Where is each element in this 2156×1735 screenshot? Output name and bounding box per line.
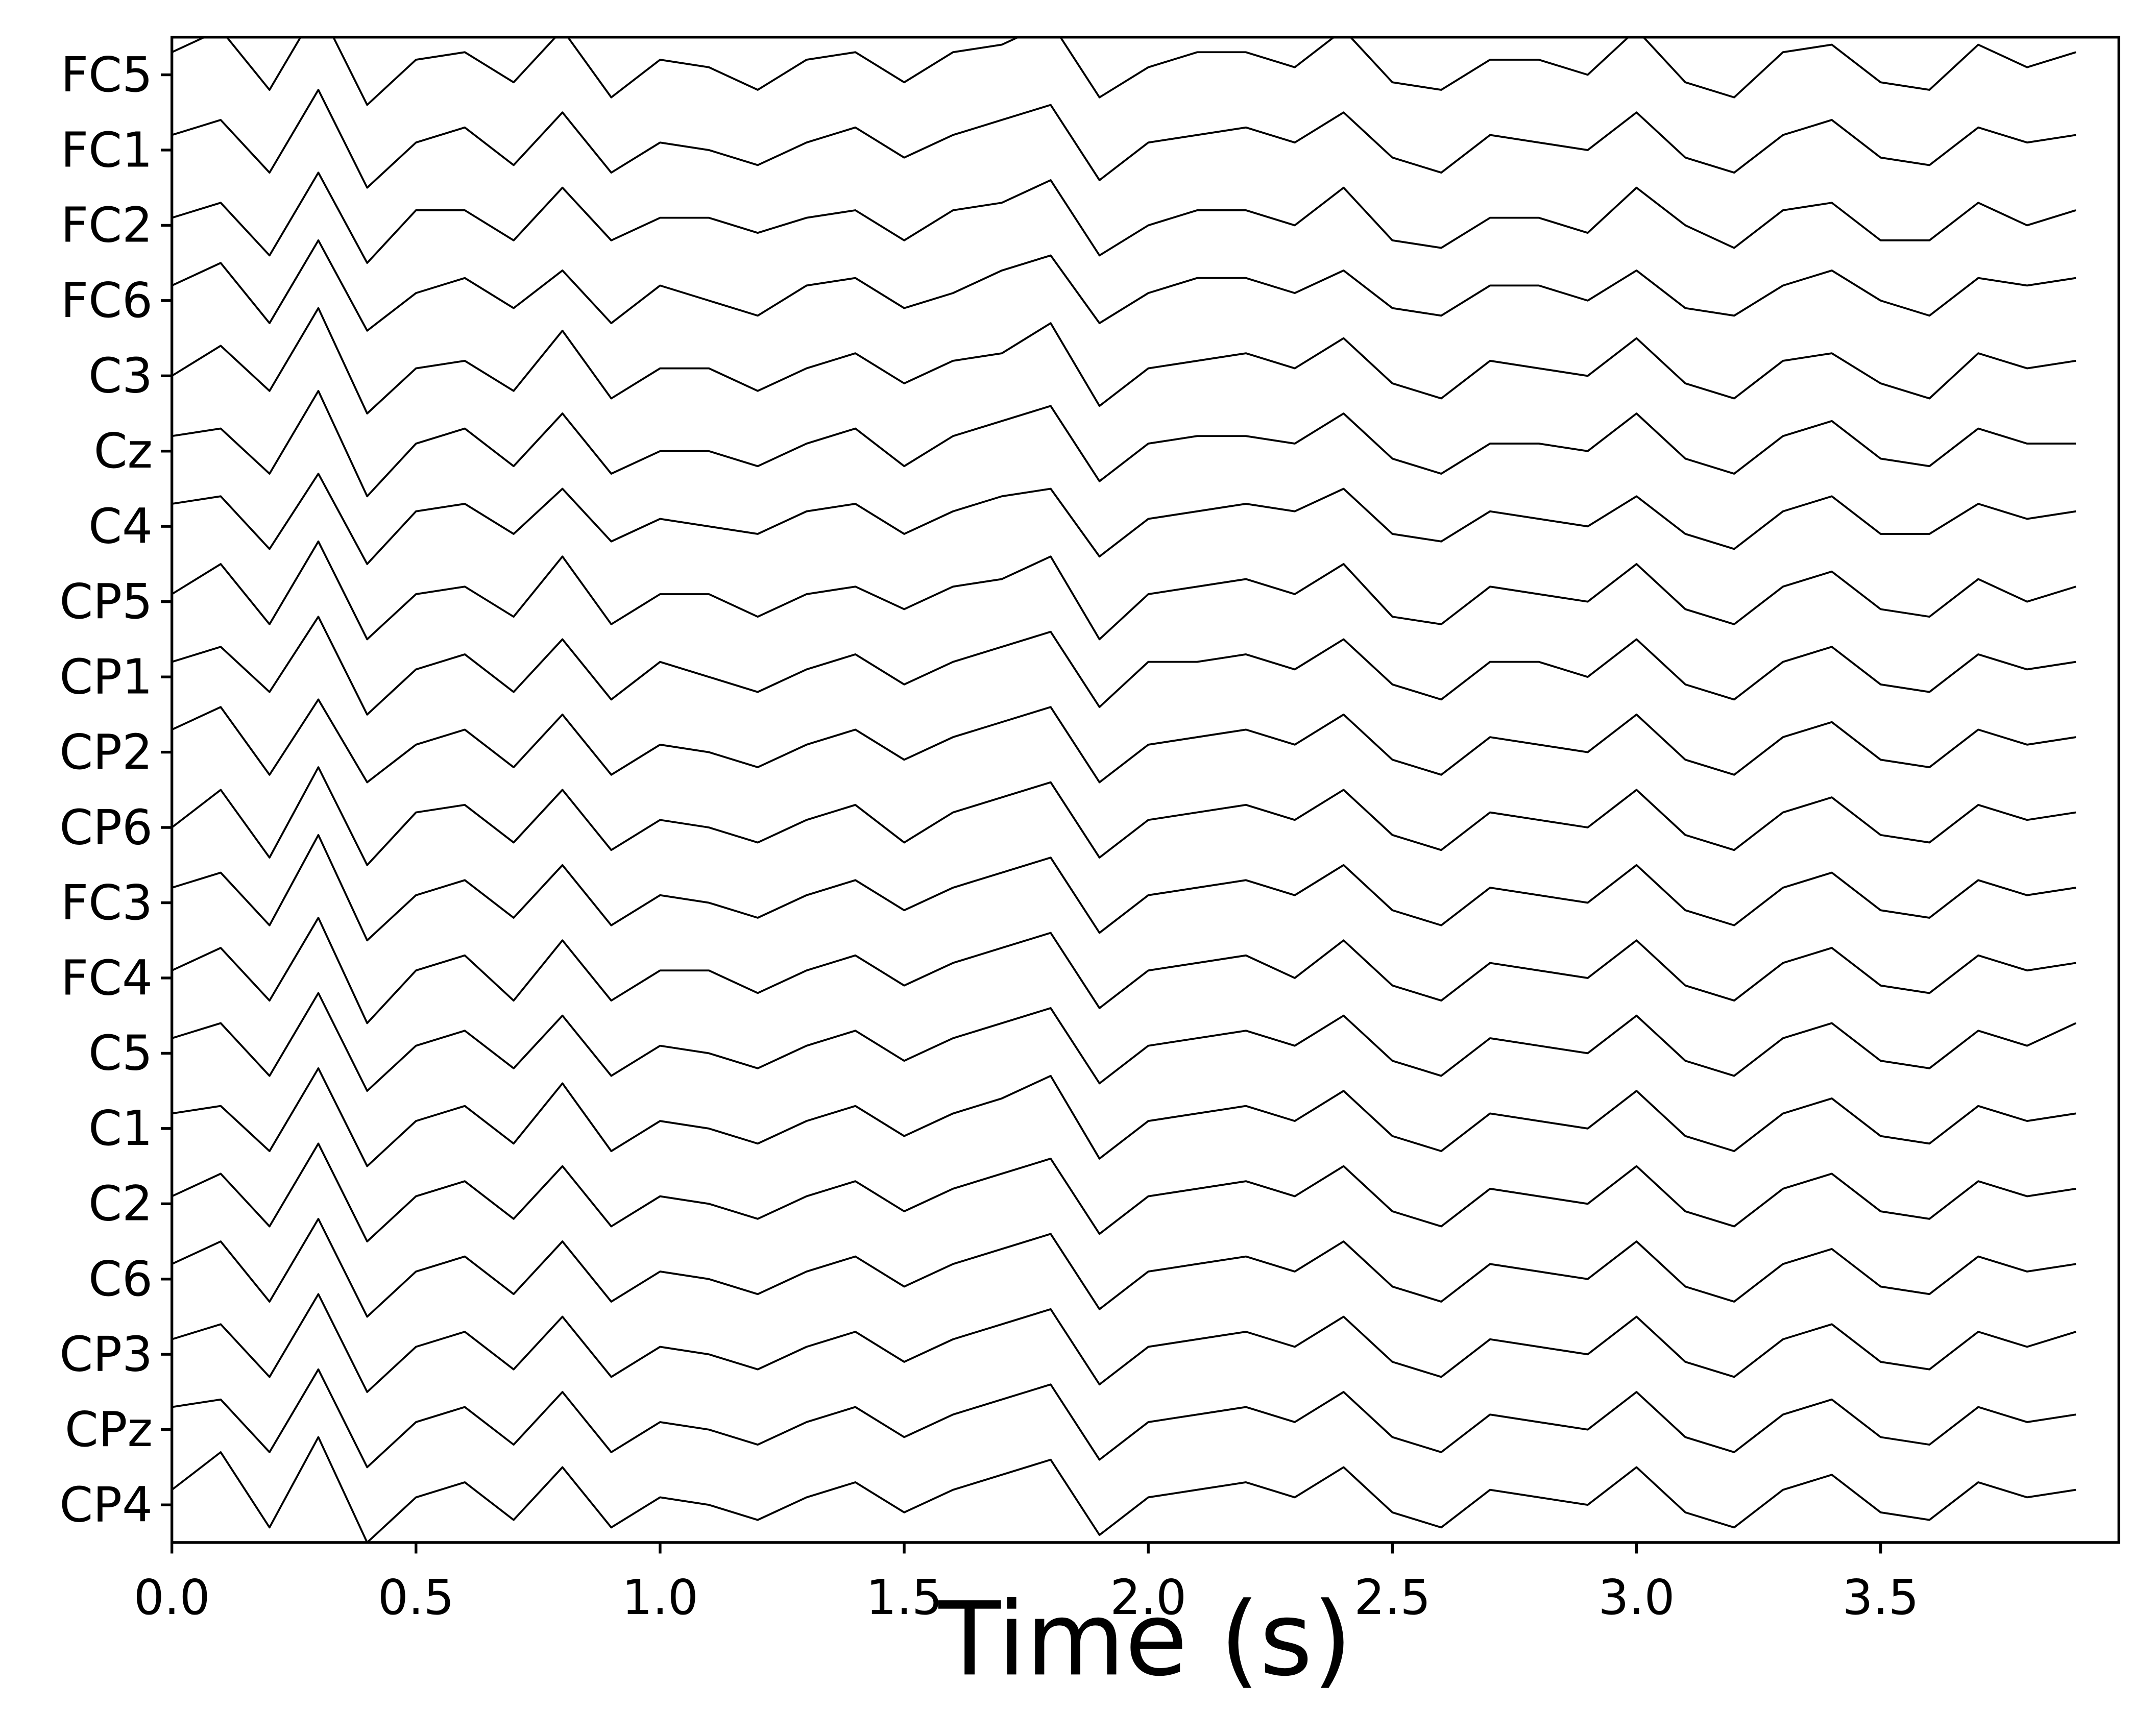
eeg-trace bbox=[172, 1368, 2076, 1469]
y-tick-label: C6 bbox=[88, 1252, 153, 1307]
y-tick-label: C2 bbox=[88, 1177, 153, 1232]
eeg-trace bbox=[172, 239, 2076, 332]
y-tick-label: FC4 bbox=[61, 950, 153, 1006]
y-tick-label: Cz bbox=[94, 424, 153, 479]
y-tick-label: FC1 bbox=[61, 123, 153, 178]
y-tick-label: CP3 bbox=[59, 1327, 153, 1383]
x-tick-label: 2.5 bbox=[1354, 1570, 1431, 1626]
y-tick-label: C3 bbox=[88, 349, 153, 404]
y-tick-label: FC6 bbox=[61, 273, 153, 329]
eeg-trace bbox=[172, 389, 2076, 498]
y-tick-label: CP1 bbox=[59, 649, 153, 705]
eeg-trace bbox=[172, 616, 2076, 716]
y-tick-label: CP4 bbox=[59, 1477, 153, 1533]
eeg-trace bbox=[172, 89, 2076, 189]
y-tick-label: CPz bbox=[65, 1402, 153, 1458]
plot-frame bbox=[170, 36, 2120, 1544]
x-tick-label: 0.0 bbox=[134, 1570, 210, 1626]
eeg-trace bbox=[172, 540, 2076, 641]
eeg-trace bbox=[172, 37, 2076, 106]
eeg-trace bbox=[172, 1067, 2076, 1167]
y-tick-label: CP6 bbox=[59, 800, 153, 856]
eeg-trace bbox=[172, 1436, 2076, 1543]
eeg-trace bbox=[172, 1217, 2076, 1318]
y-tick-label: C4 bbox=[88, 499, 153, 555]
eeg-trace bbox=[172, 172, 2076, 264]
eeg-trace bbox=[172, 766, 2076, 866]
y-tick-label: FC5 bbox=[61, 47, 153, 103]
x-axis-label: Time (s) bbox=[938, 1580, 1352, 1699]
y-tick-label: C1 bbox=[88, 1101, 153, 1157]
eeg-trace bbox=[172, 1142, 2076, 1242]
y-tick-label: FC3 bbox=[61, 875, 153, 931]
x-tick-label: 2.0 bbox=[1110, 1570, 1186, 1626]
x-tick-label: 1.0 bbox=[622, 1570, 698, 1626]
eeg-trace bbox=[172, 473, 2076, 565]
x-tick-label: 1.5 bbox=[866, 1570, 942, 1626]
traces bbox=[172, 37, 2076, 1543]
eeg-trace bbox=[172, 698, 2076, 784]
y-tick-label: C5 bbox=[88, 1026, 153, 1082]
y-tick-label: FC2 bbox=[61, 198, 153, 254]
y-tick-label: CP5 bbox=[59, 574, 153, 630]
x-tick-label: 3.0 bbox=[1598, 1570, 1675, 1626]
eeg-trace bbox=[172, 917, 2076, 1024]
x-tick-label: 0.5 bbox=[378, 1570, 454, 1626]
eeg-trace bbox=[172, 992, 2076, 1092]
x-tick-label: 3.5 bbox=[1843, 1570, 1919, 1626]
eeg-trace bbox=[172, 307, 2076, 414]
eeg-trace bbox=[172, 1293, 2076, 1393]
eeg-trace bbox=[172, 834, 2076, 942]
y-tick-label: CP2 bbox=[59, 725, 153, 780]
